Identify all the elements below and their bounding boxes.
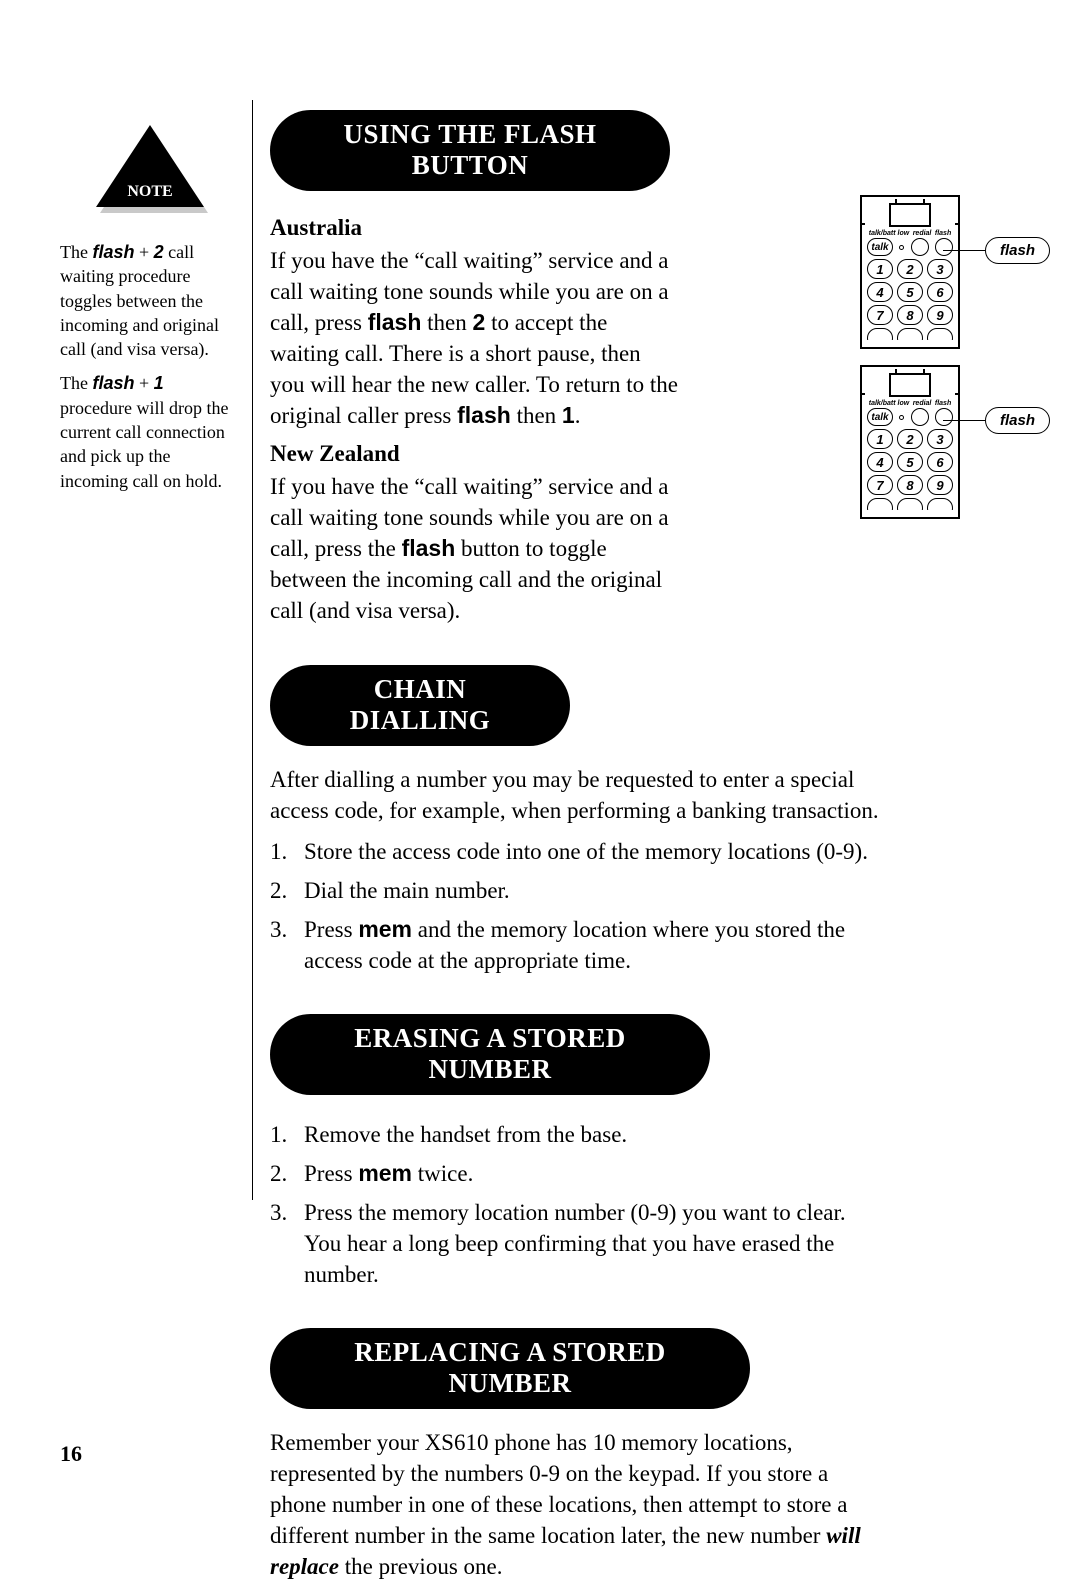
- keypad-figure-1: talk/batt low redial flash talk 123 456 …: [860, 195, 1050, 349]
- note-paragraph-2: The flash + 1 procedure will drop the cu…: [60, 371, 240, 492]
- list-item: Press mem twice.: [270, 1158, 880, 1189]
- note-block: NOTE The flash + 2 call waiting procedur…: [60, 125, 240, 503]
- chain-steps: Store the access code into one of the me…: [270, 836, 880, 976]
- list-item: Store the access code into one of the me…: [270, 836, 880, 867]
- page-number: 16: [60, 1441, 82, 1467]
- talk-key: talk: [867, 408, 893, 426]
- chain-intro: After dialling a number you may be reque…: [270, 764, 880, 826]
- flash-callout-2: flash: [943, 407, 1050, 434]
- main-column: USING THE FLASH BUTTON Australia If you …: [270, 100, 1030, 1592]
- erase-steps: Remove the handset from the base. Press …: [270, 1119, 880, 1290]
- section-title-chain: CHAIN DIALLING: [270, 665, 570, 746]
- list-item: Press the memory location number (0-9) y…: [270, 1197, 880, 1290]
- flash-callout-1: flash: [943, 237, 1050, 264]
- keypad-figure-2: talk/batt low redial flash talk 123 456 …: [860, 365, 1050, 519]
- paragraph-newzealand: If you have the “call waiting” service a…: [270, 471, 680, 626]
- list-item: Press mem and the memory location where …: [270, 914, 880, 976]
- note-paragraph-1: The flash + 2 call waiting procedure tog…: [60, 240, 240, 361]
- talk-key: talk: [867, 238, 893, 256]
- section-title-erase: ERASING A STORED NUMBER: [270, 1014, 710, 1095]
- list-item: Remove the handset from the base.: [270, 1119, 880, 1150]
- section-title-replace: REPLACING A STORED NUMBER: [270, 1328, 750, 1409]
- note-label: NOTE: [90, 181, 210, 203]
- section-title-flash: USING THE FLASH BUTTON: [270, 110, 670, 191]
- paragraph-australia: If you have the “call waiting” service a…: [270, 245, 680, 431]
- replace-paragraph: Remember your XS610 phone has 10 memory …: [270, 1427, 880, 1582]
- column-divider: [252, 100, 253, 1200]
- note-triangle-icon: NOTE: [90, 125, 210, 215]
- list-item: Dial the main number.: [270, 875, 880, 906]
